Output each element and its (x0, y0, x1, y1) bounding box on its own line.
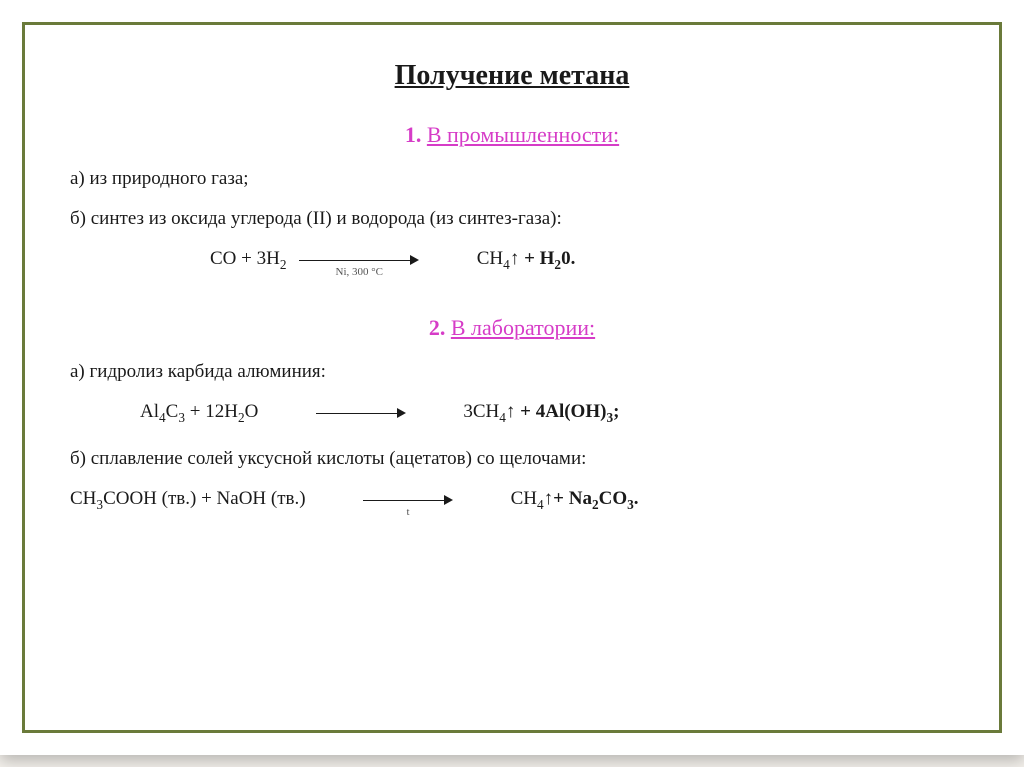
eqA-l4: O (245, 401, 259, 422)
section-2-item-a: а) гидролиз карбида алюминия: (70, 361, 954, 383)
section-1-number: 1. (405, 122, 422, 147)
eqB-l2: COOH (тв.) + NaOH (тв.) (103, 488, 306, 509)
arrowB-label: t (363, 506, 453, 518)
eq1-right2: ↑ + H20. (510, 248, 576, 269)
section-2-item-b: б) сплавление солей уксусной кислоты (ац… (70, 448, 954, 470)
section-2-equation-a: Al4C3 + 12H2O 3CH4↑ + 4Al(OH)3; (70, 401, 954, 423)
eqA-right-bold: ↑ + 4Al(OH)3; (506, 401, 620, 422)
eqA-l3: + 12H (185, 401, 238, 422)
arrow-icon: Ni, 300 °C (299, 254, 419, 266)
content-area: Получение метана 1. В промышленности: а)… (70, 60, 954, 715)
section-1-label: В промышленности: (427, 122, 619, 147)
eq1-sub1: 2 (280, 257, 287, 272)
eqB-rs1: 4 (537, 497, 544, 512)
eq1-sub2: 4 (503, 257, 510, 272)
eqA-l2: C (166, 401, 179, 422)
section-1-equation: CO + 3H2 Ni, 300 °C CH4↑ + H20. (70, 248, 954, 270)
arrow-icon (316, 407, 406, 419)
eqA-l1: Al (140, 401, 159, 422)
arrow-label: Ni, 300 °C (299, 266, 419, 278)
section-1-item-b: б) синтез из оксида углерода (II) и водо… (70, 208, 954, 230)
section-2-number: 2. (429, 315, 446, 340)
eqB-l: CH (70, 488, 96, 509)
eqA-s2: 3 (178, 410, 185, 425)
eq1-left: CO + 3H (210, 248, 280, 269)
arrow-icon: t (363, 494, 453, 506)
eqA-r1: 3CH (463, 401, 499, 422)
eqB-r1: CH (511, 488, 537, 509)
eqA-s3: 2 (238, 410, 245, 425)
section-1-heading: 1. В промышленности: (70, 122, 954, 148)
page-title: Получение метана (70, 60, 954, 92)
eqB-right-bold: ↑+ Na2CO3. (544, 488, 639, 509)
eq1-right1: CH (477, 248, 503, 269)
section-2-label: В лаборатории: (451, 315, 595, 340)
section-2-heading: 2. В лаборатории: (70, 315, 954, 341)
section-2-equation-b: CH3COOH (тв.) + NaOH (тв.) t CH4↑+ Na2CO… (70, 488, 954, 510)
eqA-s1: 4 (159, 410, 166, 425)
eqA-rs1: 4 (499, 410, 506, 425)
slide: Получение метана 1. В промышленности: а)… (0, 0, 1024, 755)
section-1-item-a: а) из природного газа; (70, 168, 954, 190)
